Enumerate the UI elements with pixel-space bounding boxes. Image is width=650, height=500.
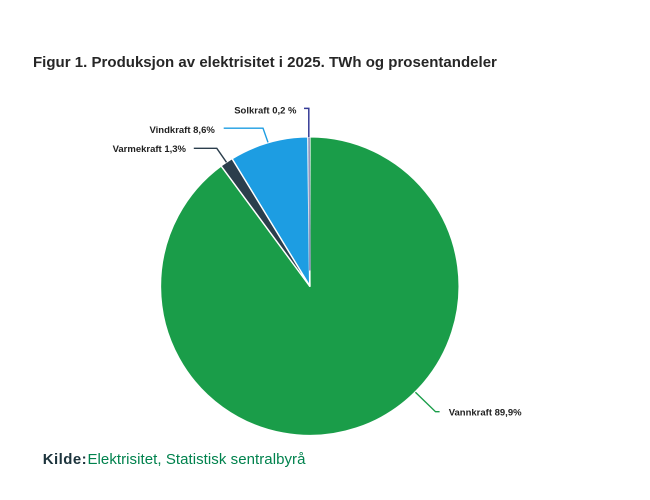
svg-text:Solkraft 0,2 %: Solkraft 0,2 % [234,106,297,117]
svg-text:Vannkraft 89,9%: Vannkraft 89,9% [449,408,522,419]
svg-text:Vindkraft 8,6%: Vindkraft 8,6% [150,125,216,136]
svg-text:Varmekraft 1,3%: Varmekraft 1,3% [113,144,187,155]
